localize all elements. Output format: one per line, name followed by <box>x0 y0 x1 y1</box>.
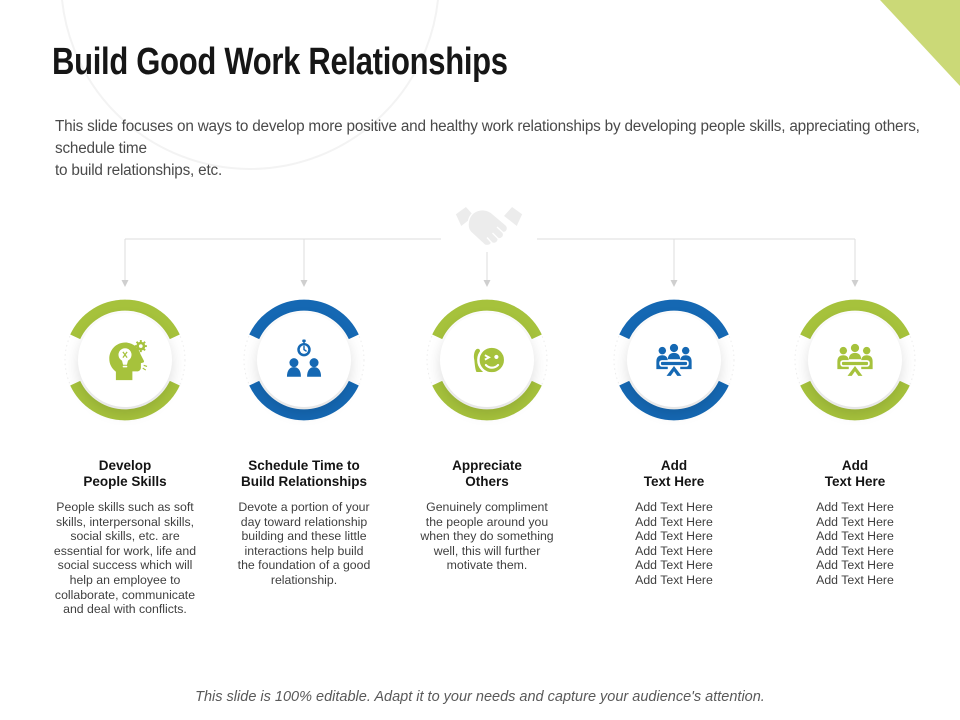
icon-disc <box>440 313 534 407</box>
circle-badge <box>793 298 917 422</box>
meeting-table-icon <box>832 337 878 383</box>
column-body-text: Add Text Here Add Text Here Add Text Her… <box>635 500 713 587</box>
people-stopwatch-icon <box>281 337 327 383</box>
ring-arcs <box>64 299 186 421</box>
handshake-icon <box>441 204 537 252</box>
circle-badge <box>63 298 187 422</box>
column-heading: Appreciate Others <box>452 458 522 489</box>
icon-disc <box>808 313 902 407</box>
icon-disc <box>257 313 351 407</box>
ring-arcs <box>426 299 548 421</box>
icon-disc <box>627 313 721 407</box>
column-body-text: Add Text Here Add Text Here Add Text Her… <box>816 500 894 587</box>
column-schedule-time: Schedule Time to Build Relationships Dev… <box>215 298 393 588</box>
column-heading: Add Text Here <box>643 458 705 489</box>
circle-badge <box>425 298 549 422</box>
column-body-text: Genuinely compliment the people around y… <box>420 500 554 573</box>
column-body-text: People skills such as soft skills, inter… <box>53 500 197 617</box>
corner-triangle-accent <box>880 0 960 86</box>
column-body-text: Devote a portion of your day toward rela… <box>237 500 371 587</box>
column-heading: Develop People Skills <box>83 458 167 489</box>
meeting-table-icon <box>651 337 697 383</box>
slide-description: This slide focuses on ways to develop mo… <box>55 118 920 179</box>
column-appreciate-others: Appreciate Others Genuinely compliment t… <box>398 298 576 573</box>
icon-disc <box>78 313 172 407</box>
head-idea-gear-icon <box>102 337 148 383</box>
page-title: Build Good Work Relationships <box>52 40 508 83</box>
circle-badge <box>242 298 366 422</box>
column-develop-people-skills: Develop People Skills People skills such… <box>36 298 214 617</box>
column-heading: Schedule Time to Build Relationships <box>240 458 367 489</box>
column-add-text-1: Add Text Here Add Text Here Add Text Her… <box>585 298 763 588</box>
ring-arcs <box>794 299 916 421</box>
ring-arcs <box>613 299 735 421</box>
column-heading: Add Text Here <box>824 458 886 489</box>
column-add-text-2: Add Text Here Add Text Here Add Text Her… <box>766 298 944 588</box>
circle-badge <box>612 298 736 422</box>
ring-arcs <box>243 299 365 421</box>
footer-note: This slide is 100% editable. Adapt it to… <box>195 689 765 705</box>
thumbs-up-smiley-icon <box>464 337 510 383</box>
